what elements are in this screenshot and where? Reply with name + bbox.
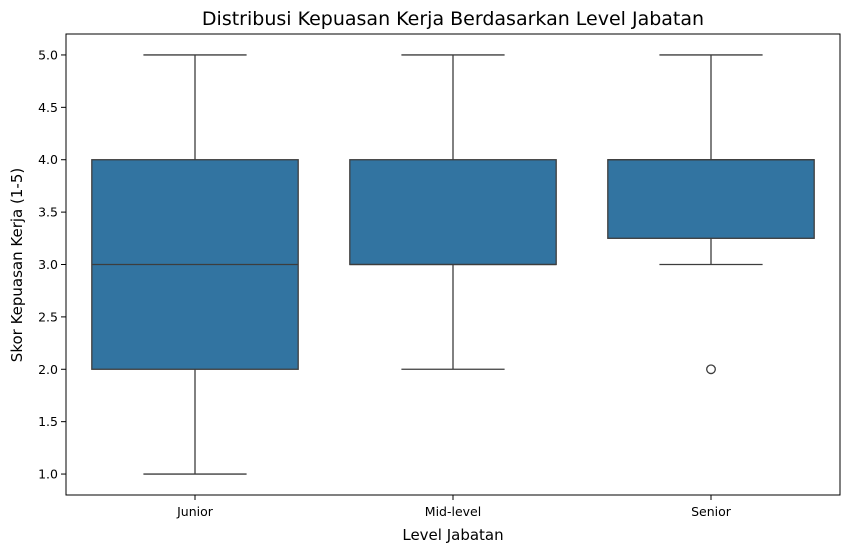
box-senior <box>607 54 815 375</box>
y-tick-label: 1.5 <box>38 414 58 429</box>
y-tick-label: 2.5 <box>38 309 58 324</box>
y-tick-label: 1.0 <box>38 467 58 482</box>
y-tick-label: 2.0 <box>38 362 58 377</box>
x-axis: Junior Mid-level Senior <box>176 495 732 519</box>
x-tick-label: Senior <box>691 504 732 519</box>
y-tick-label: 4.0 <box>38 152 58 167</box>
box-junior <box>91 54 299 475</box>
y-axis: 1.0 1.5 2.0 2.5 3.0 3.5 4.0 4.5 5.0 <box>38 47 66 482</box>
y-tick-label: 4.5 <box>38 100 58 115</box>
outlier-point <box>706 364 716 375</box>
x-tick-label: Junior <box>176 504 214 519</box>
iqr-box <box>349 159 557 266</box>
iqr-box <box>607 159 815 239</box>
chart-title: Distribusi Kepuasan Kerja Berdasarkan Le… <box>202 8 704 30</box>
y-tick-label: 3.0 <box>38 257 58 272</box>
plot-area <box>91 54 815 475</box>
y-axis-label: Skor Kepuasan Kerja (1-5) <box>8 168 26 362</box>
x-axis-label: Level Jabatan <box>402 526 503 544</box>
y-tick-label: 5.0 <box>38 47 58 62</box>
x-tick-label: Mid-level <box>425 504 481 519</box>
box-mid-level <box>349 54 557 370</box>
y-tick-label: 3.5 <box>38 205 58 220</box>
